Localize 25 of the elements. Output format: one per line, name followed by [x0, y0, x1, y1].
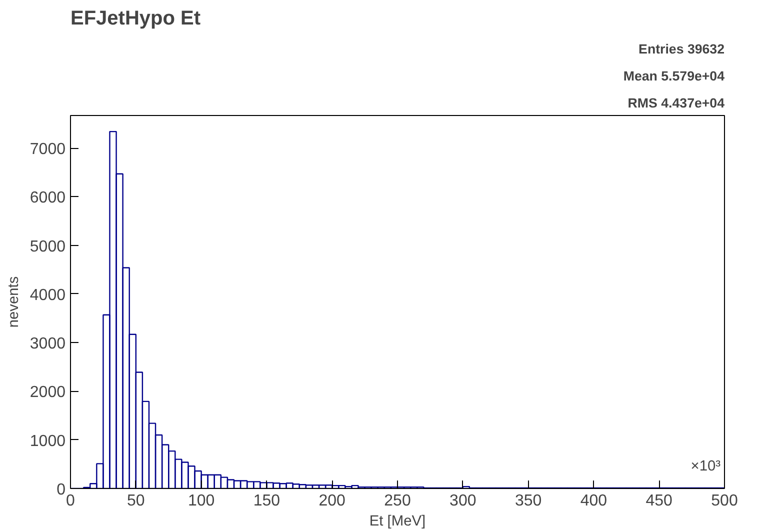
x-axis-title: Et [MeV] — [369, 514, 426, 530]
text: Mean 5.579e+04 — [623, 68, 726, 84]
x-tick-label: 350 — [514, 492, 542, 510]
x-tick-label: 500 — [711, 492, 738, 510]
x-tick-label: 300 — [450, 492, 476, 510]
x-tick-label: 400 — [580, 492, 608, 510]
text: RMS 4.437e+04 — [628, 96, 726, 110]
x-tick-label: 50 — [127, 492, 145, 510]
y-axis-title: nevents — [6, 276, 22, 328]
x-tick-label: 450 — [646, 492, 673, 510]
x-tick-label: 250 — [384, 492, 411, 510]
y-tick-label: 0 — [56, 482, 66, 498]
y-tick-label: 3000 — [30, 336, 66, 353]
y-tick-label: 6000 — [30, 190, 66, 207]
y-tick-label: 2000 — [30, 384, 66, 402]
y-tick-label: 7000 — [30, 141, 66, 158]
x-tick-label: 100 — [188, 492, 215, 510]
text: Entries 39632 — [638, 42, 725, 56]
y-tick-label: 5000 — [30, 238, 66, 256]
y-tick-label: 1000 — [30, 432, 66, 450]
x-tick-label: 150 — [253, 492, 280, 510]
y-tick-label: 4000 — [30, 286, 66, 304]
chart-title: EFJetHypo Et — [70, 8, 201, 30]
x-tick-label: 200 — [318, 492, 346, 510]
annotation: ×10³ — [690, 458, 721, 474]
